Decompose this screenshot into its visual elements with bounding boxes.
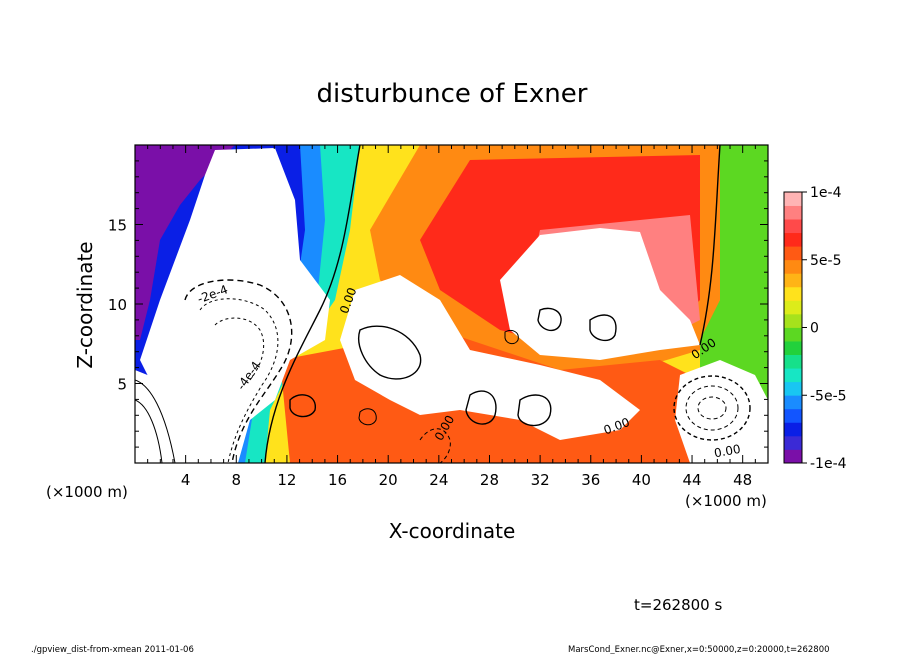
colorbar-swatch [784,408,802,423]
y-tick-label: 5 [117,376,127,394]
colorbar-swatch [784,368,802,383]
colorbar-swatch [784,435,802,450]
field-mask-upper-right [500,228,700,360]
x-tick-label: 40 [632,471,651,489]
contour-negative-middle [199,298,279,463]
colorbar-swatch [784,273,802,288]
colorbar-swatch [784,395,802,410]
colorbar-swatch [784,300,802,315]
time-label: t=262800 s [634,596,722,614]
field-mask-center [340,275,640,440]
x-axis: 4 8 12 16 20 24 28 32 36 40 44 48 [134,145,769,489]
footer-right: MarsCond_Exner.nc@Exner,x=0:50000,z=0:20… [568,645,830,654]
x-tick-label: 32 [531,471,550,489]
x-tick-label: 44 [682,471,701,489]
colorbar-swatch [784,246,802,261]
field-mask-right-vortex [675,360,768,463]
colorbar-swatch [784,192,802,206]
contour-blob-3 [589,314,617,342]
colorbar-swatch [784,219,802,234]
x-axis-unit-left: (×1000 m) [46,483,128,501]
colorbar: 1e-4 5e-5 0 -5e-5 -1e-4 [783,185,847,472]
contour-lower-center [419,428,451,463]
contour-label: 0.00 [713,442,742,460]
colorbar-label: 5e-5 [810,253,841,269]
x-axis-label: X-coordinate [389,519,516,543]
contour-blob-5 [289,394,316,418]
colorbar-swatch [784,341,802,355]
colorbar-label: 0 [810,321,819,337]
contour-negative-inner [214,317,265,381]
contour-vortex-inner [697,396,727,420]
colorbar-swatch [784,354,802,369]
colorbar-swatch [784,259,802,274]
colorbar-swatch [784,205,802,220]
field-mask-left [140,148,330,463]
contour-vortex-outer [673,375,751,441]
field-region-cold-core [135,145,235,340]
colorbar-swatch [784,313,802,328]
colorbar-label: -5e-5 [810,388,847,404]
contour-lower-left [135,379,176,463]
x-tick-label: 28 [480,471,499,489]
contour-zero-right [699,145,721,346]
footer-left: ./gpview_dist-from-xmean 2011-01-06 [31,645,194,654]
colorbar-swatch [784,327,802,342]
x-axis-unit-right: (×1000 m) [685,492,767,510]
x-tick-label: 12 [277,471,296,489]
y-tick-label: 10 [108,296,127,314]
contour-blob-1 [517,394,552,427]
x-tick-label: 16 [328,471,347,489]
colorbar-swatch [784,422,802,437]
x-tick-label: 8 [232,471,242,489]
x-tick-label: 20 [379,471,398,489]
x-tick-label: 36 [581,471,600,489]
contour-lines [135,145,751,463]
x-tick-label: 48 [733,471,752,489]
contour-blob-6 [358,408,377,426]
y-tick-label: 15 [108,217,127,235]
contour-blob-2 [465,390,497,425]
colorbar-swatch [784,381,802,396]
colorbar-label: -1e-4 [810,456,847,472]
colorbar-swatch [784,286,802,301]
colorbar-swatch [784,232,802,247]
x-tick-label: 4 [181,471,191,489]
x-tick-label: 24 [429,471,448,489]
y-axis-label: Z-coordinate [73,241,97,368]
contour-zero-left [264,145,361,463]
contour-center-island [358,325,422,380]
chart-title: disturbunce of Exner [317,79,588,109]
colorbar-label: 1e-4 [810,185,842,201]
colorbar-swatch [784,449,802,464]
contour-negative-outer [184,279,293,463]
y-axis: 5 10 15 [108,144,768,464]
heatmap-field [135,145,768,463]
contour-blob-7 [504,329,519,345]
contour-vortex-middle [685,385,739,431]
contour-blob-4 [537,307,562,332]
